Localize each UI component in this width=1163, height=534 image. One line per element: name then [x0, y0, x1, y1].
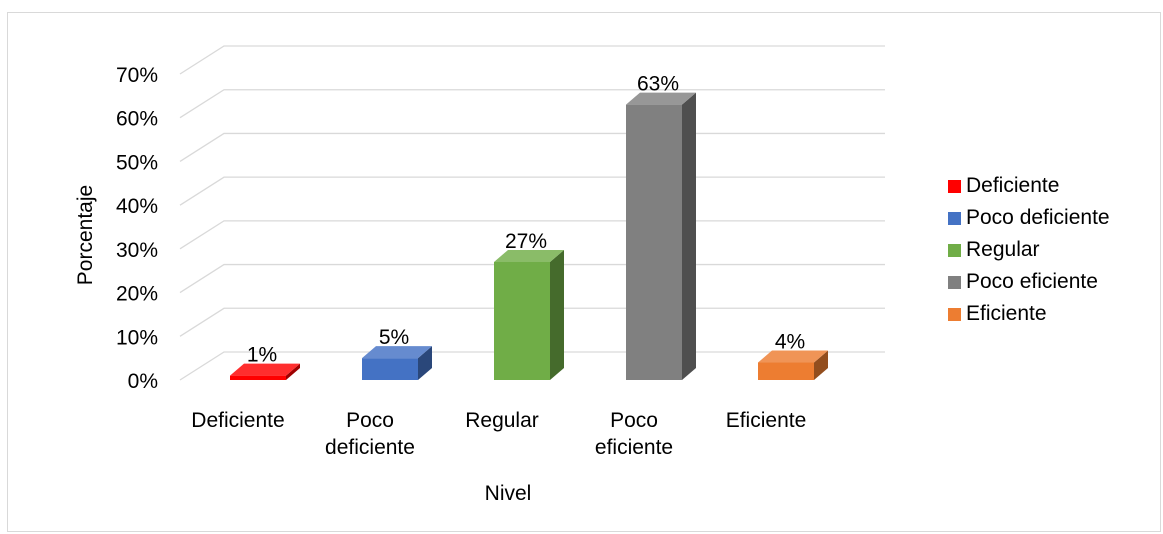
- y-tick-label: 40%: [116, 195, 158, 218]
- bar: [758, 350, 828, 380]
- bar-top: [230, 363, 300, 376]
- bar: [230, 363, 300, 380]
- y-tick-label: 0%: [128, 370, 158, 393]
- legend-item: Poco deficiente: [948, 202, 1110, 234]
- x-tick-label: deficiente: [325, 436, 415, 459]
- bar-side: [814, 350, 828, 380]
- legend-swatch: [948, 307, 961, 321]
- bar-top: [758, 350, 828, 363]
- legend-item: Poco eficiente: [948, 266, 1110, 298]
- x-axis-title: Nivel: [485, 482, 532, 505]
- data-label: 63%: [637, 73, 679, 96]
- x-axis-ticks: Deficiente Poco deficiente Regular Poco efici…: [191, 409, 806, 459]
- data-labels: 1% 5% 27% 63% 4%: [247, 73, 805, 367]
- bar-front: [362, 358, 418, 380]
- bar-side: [286, 363, 300, 380]
- x-tick-label: Eficiente: [726, 409, 807, 432]
- chart-legend: Deficiente Poco deficiente Regular Poco …: [948, 170, 1110, 330]
- y-tick-label: 30%: [116, 239, 158, 262]
- bar-front: [230, 375, 286, 380]
- legend-swatch: [948, 275, 961, 289]
- legend-item: Eficiente: [948, 298, 1110, 330]
- x-tick-label: Regular: [465, 409, 539, 432]
- bar-side: [418, 346, 432, 380]
- y-axis-ticks: 0% 10% 20% 30% 40% 50% 60% 70%: [116, 64, 158, 393]
- legend-swatch: [948, 243, 961, 257]
- legend-item: Regular: [948, 234, 1110, 266]
- legend-label: Deficiente: [966, 174, 1060, 197]
- legend-label: Eficiente: [966, 302, 1047, 325]
- y-tick-label: 50%: [116, 151, 158, 174]
- x-tick-label: Poco: [610, 409, 658, 432]
- legend-label: Poco deficiente: [966, 206, 1110, 229]
- x-tick-label: Deficiente: [191, 409, 284, 432]
- x-tick-label: eficiente: [595, 436, 673, 459]
- bar-front: [758, 362, 814, 380]
- data-label: 27%: [505, 230, 547, 253]
- data-label: 5%: [379, 326, 409, 349]
- data-label: 4%: [775, 331, 805, 354]
- bar: [626, 92, 696, 380]
- y-tick-label: 10%: [116, 326, 158, 349]
- bar-front: [626, 104, 682, 380]
- bar-side: [682, 92, 696, 380]
- legend-swatch: [948, 211, 961, 225]
- bar-side: [550, 249, 564, 380]
- gridline: [179, 132, 885, 162]
- legend-item: Deficiente: [948, 170, 1110, 202]
- bar-top: [626, 92, 696, 105]
- y-tick-label: 20%: [116, 283, 158, 306]
- legend-label: Poco eficiente: [966, 270, 1098, 293]
- y-tick-label: 60%: [116, 108, 158, 131]
- y-axis-title: Porcentaje: [74, 185, 97, 285]
- bar-top: [494, 249, 564, 262]
- gridline: [179, 89, 885, 119]
- bars: [230, 92, 828, 380]
- bar: [362, 346, 432, 380]
- bar-front: [494, 261, 550, 380]
- gridline: [179, 176, 885, 206]
- chart-frame: [7, 12, 1161, 532]
- legend-swatch: [948, 179, 961, 193]
- legend-label: Regular: [966, 238, 1040, 261]
- gridline: [179, 45, 885, 75]
- y-tick-label: 70%: [116, 64, 158, 87]
- bar: [494, 249, 564, 380]
- x-tick-label: Poco: [346, 409, 394, 432]
- data-label: 1%: [247, 344, 277, 367]
- bar-top: [362, 346, 432, 359]
